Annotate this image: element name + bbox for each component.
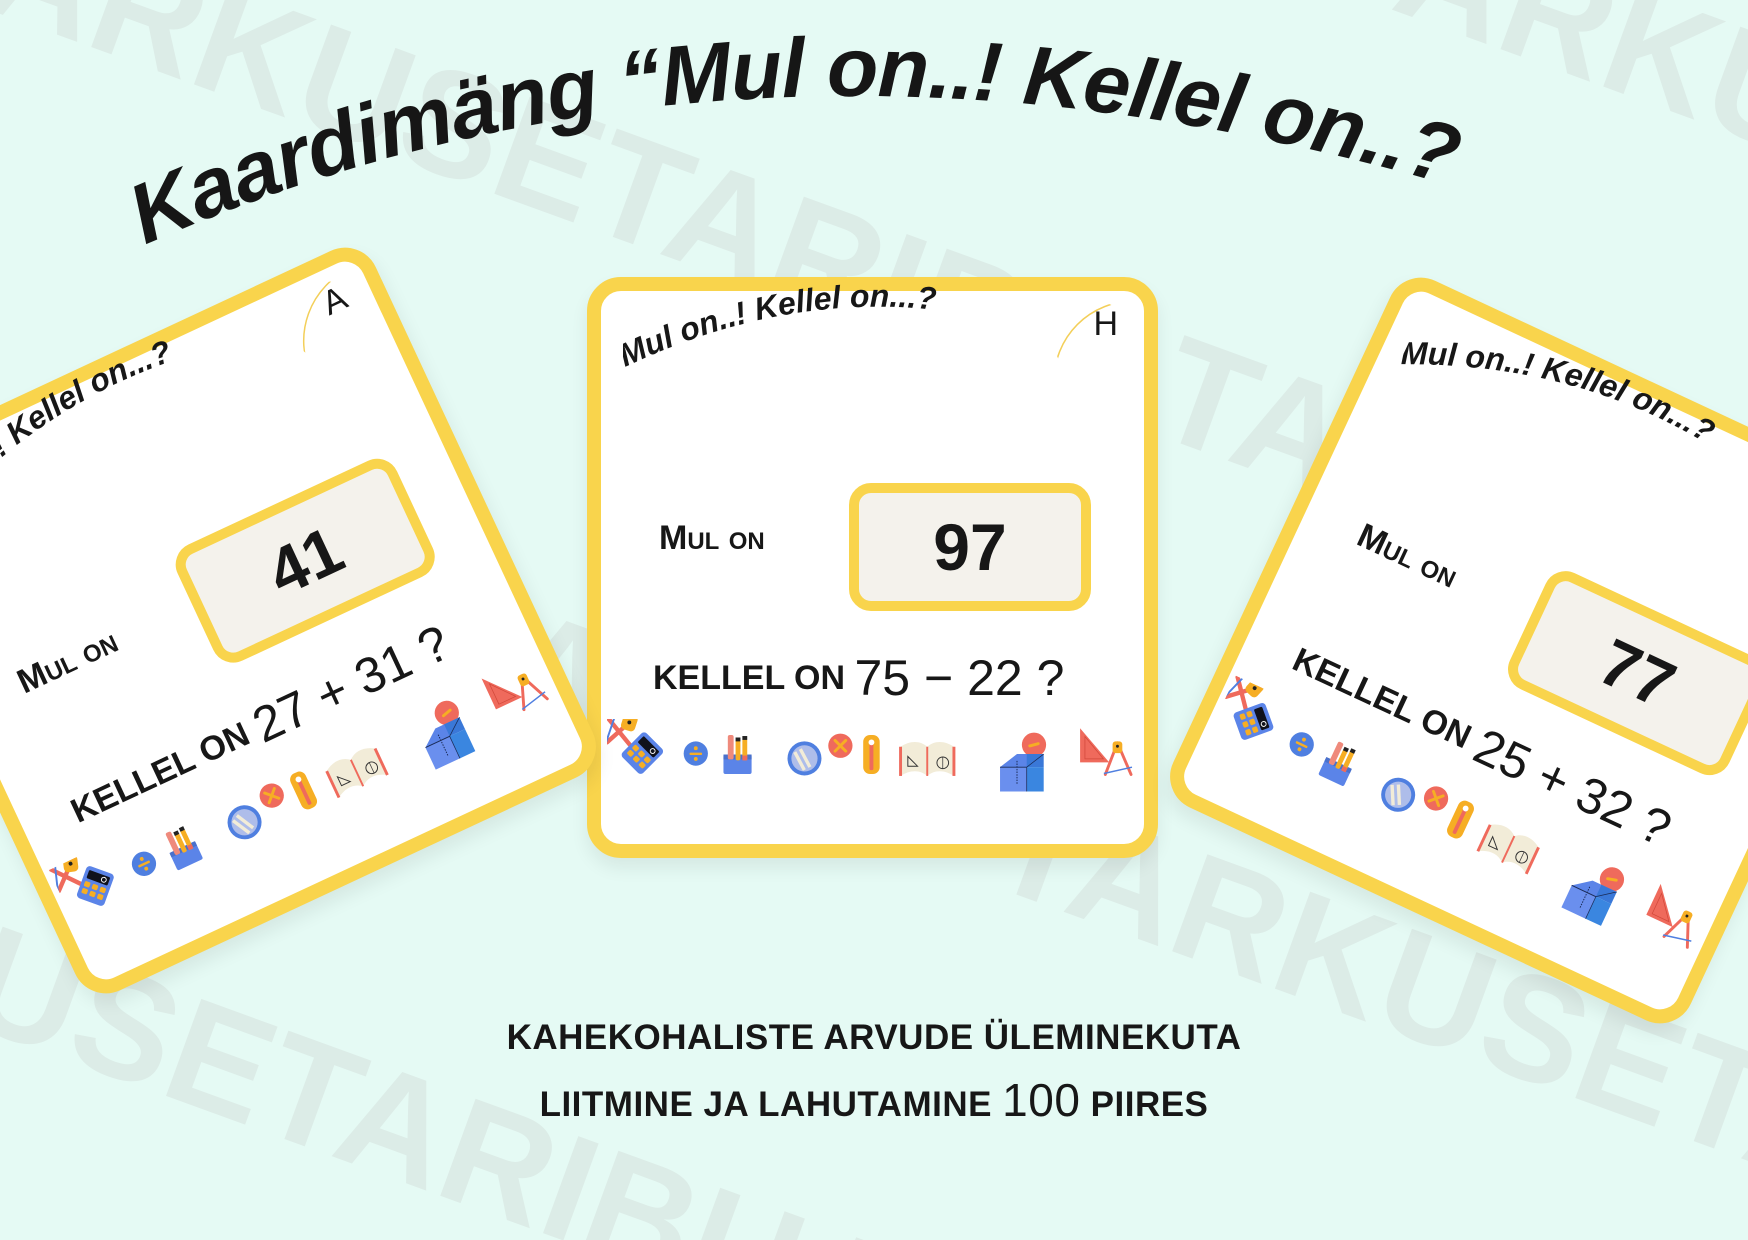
svg-text:Mul on..! Kellel on...?: Mul on..! Kellel on...? [623, 278, 938, 373]
svg-text:Kaardimäng “Mul on..! Kellel o: Kaardimäng “Mul on..! Kellel on..? [115, 20, 1469, 261]
